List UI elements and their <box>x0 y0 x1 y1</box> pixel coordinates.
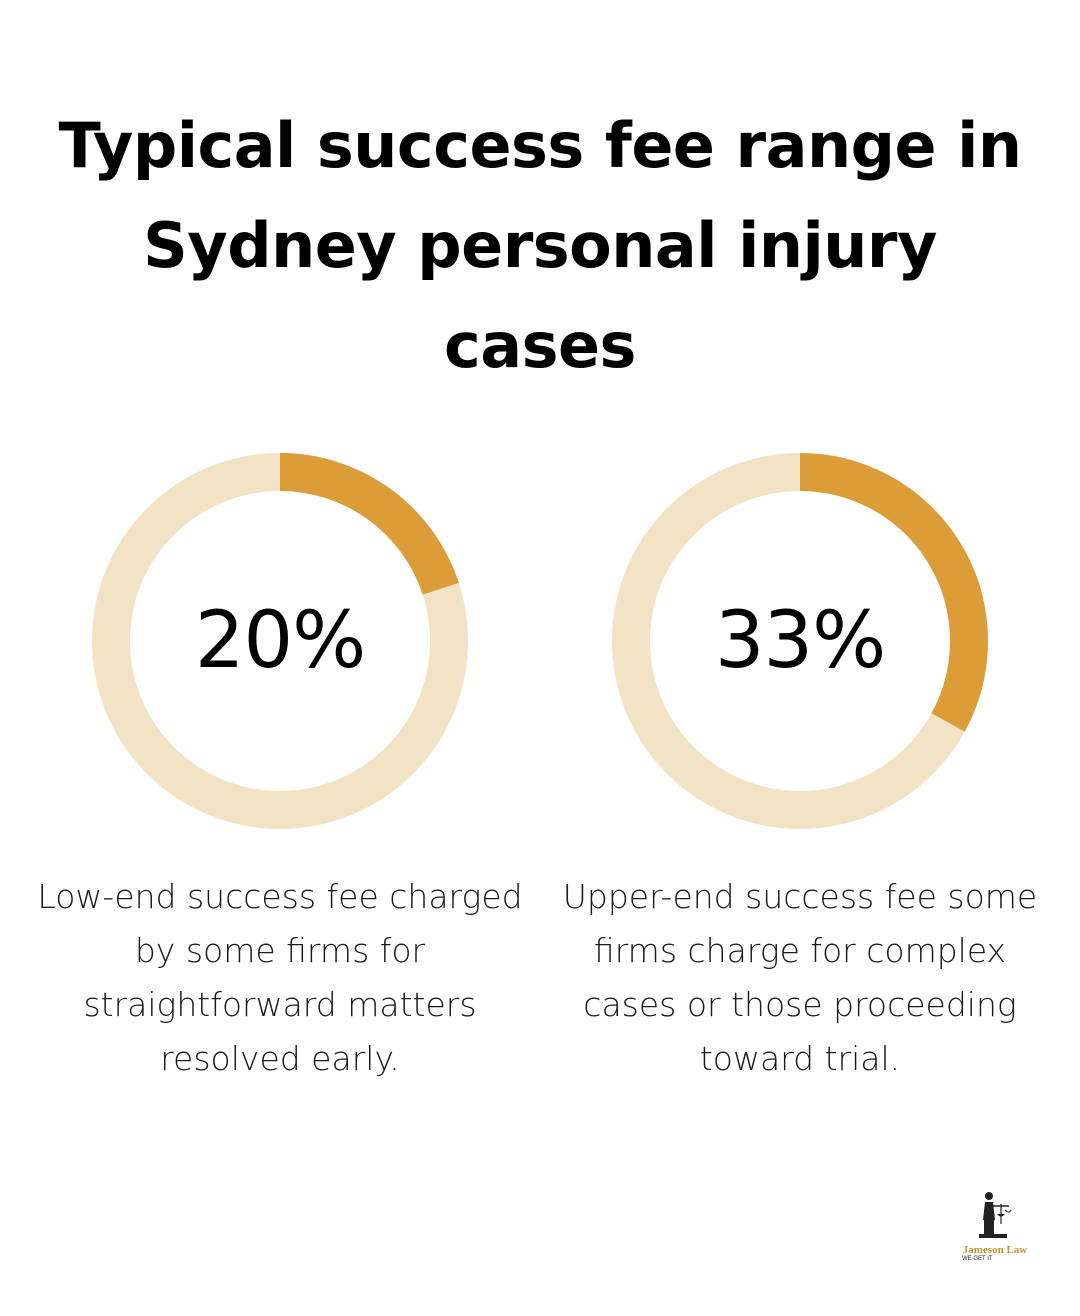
logo-name: Jameson Law <box>962 1244 1028 1256</box>
chart-title: Typical success fee range in Sydney pers… <box>58 109 1022 382</box>
donut-value-arc <box>279 453 459 596</box>
donut-value-label: 20% <box>194 596 366 686</box>
scales-of-justice-icon <box>979 1192 1012 1238</box>
donut-chart-low-end: 20% <box>92 453 468 829</box>
donut-chart-upper-end: 33% <box>612 453 988 829</box>
donut-value-arc <box>799 453 988 732</box>
donut-svg-low-end <box>92 453 468 829</box>
donut-value-label: 33% <box>714 596 886 686</box>
description-upper-end: Upper-end success fee some firms charge … <box>562 877 1038 1078</box>
company-logo: Jameson Law WE GET IT <box>950 1190 1040 1280</box>
logo-tagline: WE GET IT <box>962 1256 993 1262</box>
donut-svg-upper-end <box>612 453 988 829</box>
description-low-end: Low-end success fee charged by some firm… <box>37 877 523 1078</box>
